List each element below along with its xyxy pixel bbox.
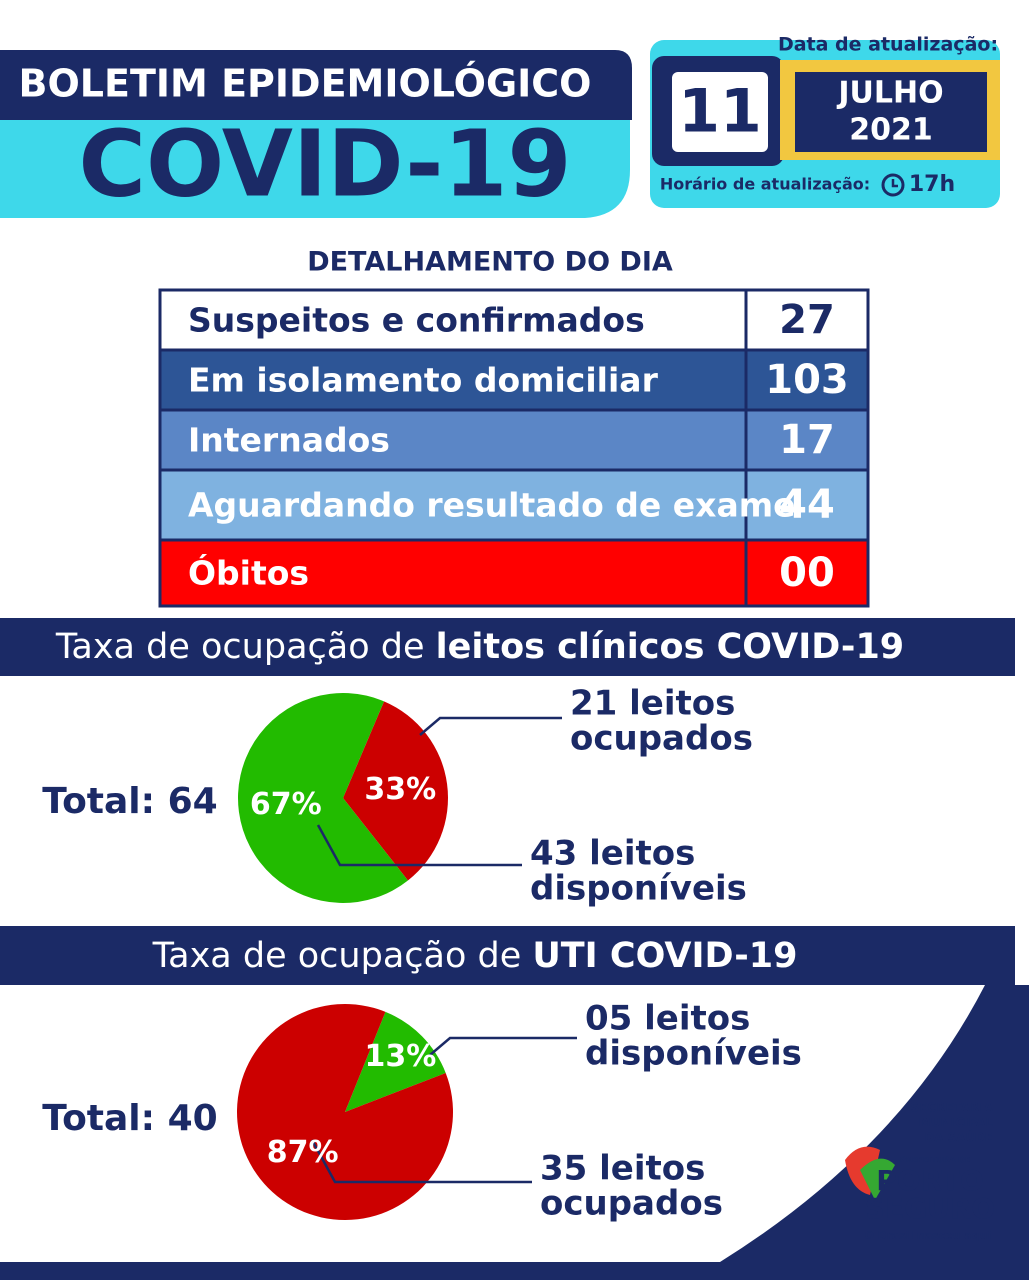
clock-hands (891, 179, 898, 188)
subtitle: BOLETIM EPIDEMIOLÓGICO (19, 62, 592, 106)
leader-line (429, 1036, 577, 1056)
time: 17h (909, 172, 955, 197)
row-value: 17 (779, 417, 835, 463)
pie-slice (237, 692, 408, 904)
table-row (158, 538, 870, 608)
month-inner (795, 72, 987, 152)
month: JULHO (836, 76, 943, 111)
pie-slice (345, 1011, 446, 1112)
row-label: Suspeitos e confirmados (188, 301, 645, 340)
year: 2021 (849, 113, 933, 148)
chart-title: Taxa de ocupação de leitos clínicos COVI… (55, 627, 904, 667)
slogan: O Brasil nasceu aqui (865, 1229, 992, 1242)
row-value: 00 (779, 550, 835, 596)
chart-band (0, 618, 1015, 676)
title-band (0, 120, 630, 218)
title-bold: leitos clínicos COVID-19 (436, 627, 905, 667)
table-row (158, 288, 870, 352)
slice-label: 67% (250, 787, 322, 822)
org-line: DA SAÚDE (924, 1130, 993, 1145)
calendar-page (672, 72, 768, 152)
date-label: Data de atualização: (778, 34, 998, 56)
title-prefix: Taxa de ocupação de (55, 627, 436, 667)
slice-note: 35 leitos (540, 1149, 705, 1189)
org-line: MUNICIPAL (919, 1116, 993, 1130)
day: 11 (678, 77, 762, 147)
brand: SEGURO (865, 1192, 995, 1225)
slice-note: 05 leitos (585, 999, 750, 1039)
total: Total: 40 (42, 1098, 217, 1139)
table-row (158, 408, 870, 472)
slice-note: 43 leitos (530, 834, 695, 874)
row-label: Aguardando resultado de exame (188, 486, 796, 525)
leader-line (419, 716, 562, 736)
chart-band (0, 926, 1015, 985)
row-label: Óbitos (188, 553, 309, 593)
table: Suspeitos e confirmados 27 Em isolamento d… (158, 288, 870, 608)
brand-top: PREFEITURA DE (900, 1156, 971, 1165)
title-bold: UTI COVID-19 (532, 936, 797, 976)
logo-icon (860, 1158, 895, 1200)
time-label: Horário de atualização: (660, 175, 870, 194)
chart-title: Taxa de ocupação de UTI COVID-19 (152, 936, 798, 976)
table-title: DETALHAMENTO DO DIA (307, 247, 673, 278)
title: COVID-19 (79, 110, 572, 217)
row-value: 44 (779, 482, 835, 528)
pie-slice (343, 701, 448, 881)
org-line: SECRETARIA (910, 1101, 993, 1115)
subtitle-band (0, 50, 632, 120)
slice-label: 13% (364, 1039, 436, 1074)
slice-label: 87% (267, 1135, 339, 1170)
row-label: Internados (188, 421, 390, 460)
brand: PORTO (876, 1164, 984, 1197)
slice-label: 33% (364, 772, 436, 807)
table-row (158, 468, 870, 542)
slice-note: ocupados (540, 1184, 723, 1224)
footer-shape (0, 985, 1029, 1280)
table-row (158, 348, 870, 412)
title-prefix: Taxa de ocupação de (152, 936, 533, 976)
slice-note: 21 leitos (570, 684, 735, 724)
slice-note: ocupados (570, 719, 753, 759)
row-value: 27 (779, 297, 835, 343)
slice-note: disponíveis (585, 1034, 802, 1074)
row-label: Em isolamento domiciliar (188, 361, 659, 400)
leader-line (310, 1139, 532, 1184)
slice-note: disponíveis (530, 869, 747, 909)
pie-slice (237, 1003, 453, 1220)
total: Total: 64 (42, 781, 217, 822)
clock-icon (881, 173, 905, 197)
leader-line (316, 824, 522, 867)
row-value: 103 (765, 357, 849, 403)
